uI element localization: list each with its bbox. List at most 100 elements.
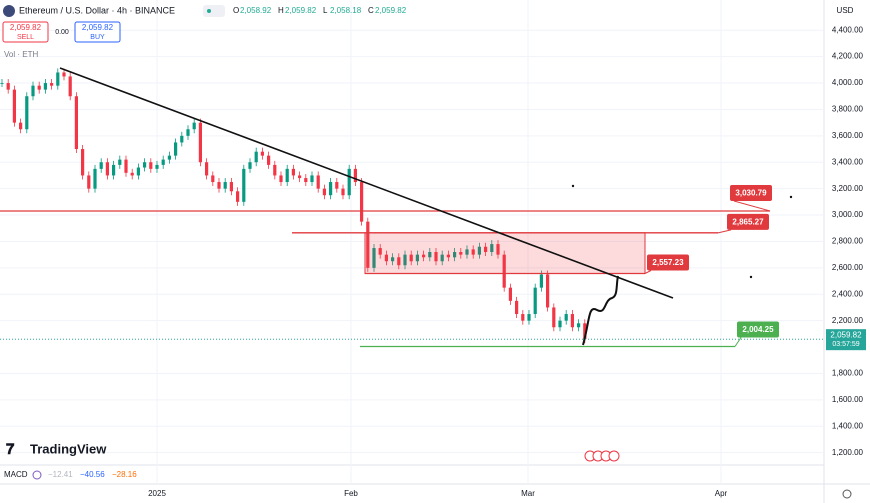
candle-body [87,175,91,189]
candle-body [360,182,364,222]
candle-body [37,85,41,90]
candle-body [515,300,519,315]
candle-body [155,164,159,169]
candle-body [477,246,481,255]
share-button[interactable] [203,5,225,17]
candle-body [384,254,388,262]
symbol: Ethereum / U.S. Dollar · 4h · BINANCE [19,5,175,15]
candle-body [459,252,463,255]
volume-label: Vol · ETH [4,50,38,59]
candle-body [273,164,277,176]
candle-body [285,168,289,183]
candle-body [167,155,171,160]
candle-body [62,72,66,77]
candle-body [422,254,426,258]
candle-body [260,151,264,156]
time-tick-label: Feb [344,489,358,498]
label-pointer [734,337,742,347]
ohlc-value: 2,059.82 [375,6,407,15]
candle-body [539,274,543,288]
candle-body [409,254,413,262]
candle-body [570,314,574,328]
price-tick-label: 1,600.00 [832,395,864,404]
candle-body [471,249,475,255]
candle-body [180,135,184,143]
price-tick-label: 2,800.00 [832,237,864,246]
event-icons[interactable] [584,450,620,462]
label-pointer [717,229,732,234]
price-tick-label: 4,400.00 [832,25,864,34]
candle-body [527,314,531,321]
ohlc-key: C [368,6,374,15]
candle-body [124,159,128,173]
price-tick-label: 1,200.00 [832,448,864,457]
candle-body [322,188,326,196]
candle-body [161,159,165,165]
currency: USD [837,6,854,15]
candle-body [19,122,23,130]
candle-body [56,72,60,86]
logo-mark: 𝟕 [6,441,15,458]
candle-body [105,162,109,176]
level-label-box [737,321,779,338]
settings-icon[interactable] [842,489,852,499]
candle-body [186,129,190,136]
sell-button[interactable] [2,21,49,43]
candle-body [583,323,587,340]
macd-name: MACD [4,470,28,479]
buy-button[interactable] [74,21,121,43]
sell-label: SELL [17,34,34,41]
current-price: 2,059.82 [830,330,862,339]
candle-body [211,175,215,183]
buy-price: 2,059.82 [82,23,114,32]
candle-body [465,249,469,255]
candle-body [43,83,47,90]
candle-body [93,168,97,189]
candle-body [552,307,556,328]
candle-body [316,175,320,189]
time-tick-label: Mar [521,489,535,498]
level-label: 2,865.27 [732,217,764,226]
candle-body [490,244,494,253]
symbol-icon [3,5,15,17]
candle-body [440,254,444,262]
macd-value: −40.56 [80,470,105,479]
candle-body [25,96,29,130]
ohlc-key: H [278,6,284,15]
level-label: 2,004.25 [742,325,774,334]
level-label-box [730,184,772,201]
candle-body [521,314,525,321]
price-tick-label: 2,600.00 [832,263,864,272]
candle-body [335,182,339,189]
price-tick-label: 3,000.00 [832,210,864,219]
level-label: 3,030.79 [735,189,767,198]
candle-body [136,167,140,176]
candle-body [291,168,295,176]
current-price-box [826,329,866,351]
candle-body [130,172,134,176]
ohlc-value: 2,058.92 [240,6,272,15]
candle-body [428,252,432,258]
level-label-box [647,254,689,271]
ohlc-key: L [323,6,328,15]
candle-body [347,168,351,196]
countdown: 03:57:59 [832,341,859,348]
candle-body [223,182,227,189]
macd-value: −12.41 [48,470,73,479]
candle-body [496,244,500,255]
dot [571,184,575,188]
time-tick-label: Apr [715,489,728,498]
label-pointer [644,270,652,274]
price-tick-label: 4,000.00 [832,78,864,87]
ohlc-value: 2,059.82 [285,6,317,15]
trendline [59,67,674,299]
candle-body [558,320,562,328]
sell-price: 2,059.82 [10,23,42,32]
candle-body [533,287,537,315]
candle-body [508,287,512,301]
candle-body [174,142,178,156]
candle-body [378,248,382,255]
candle-body [341,188,345,196]
candle-body [372,248,376,268]
